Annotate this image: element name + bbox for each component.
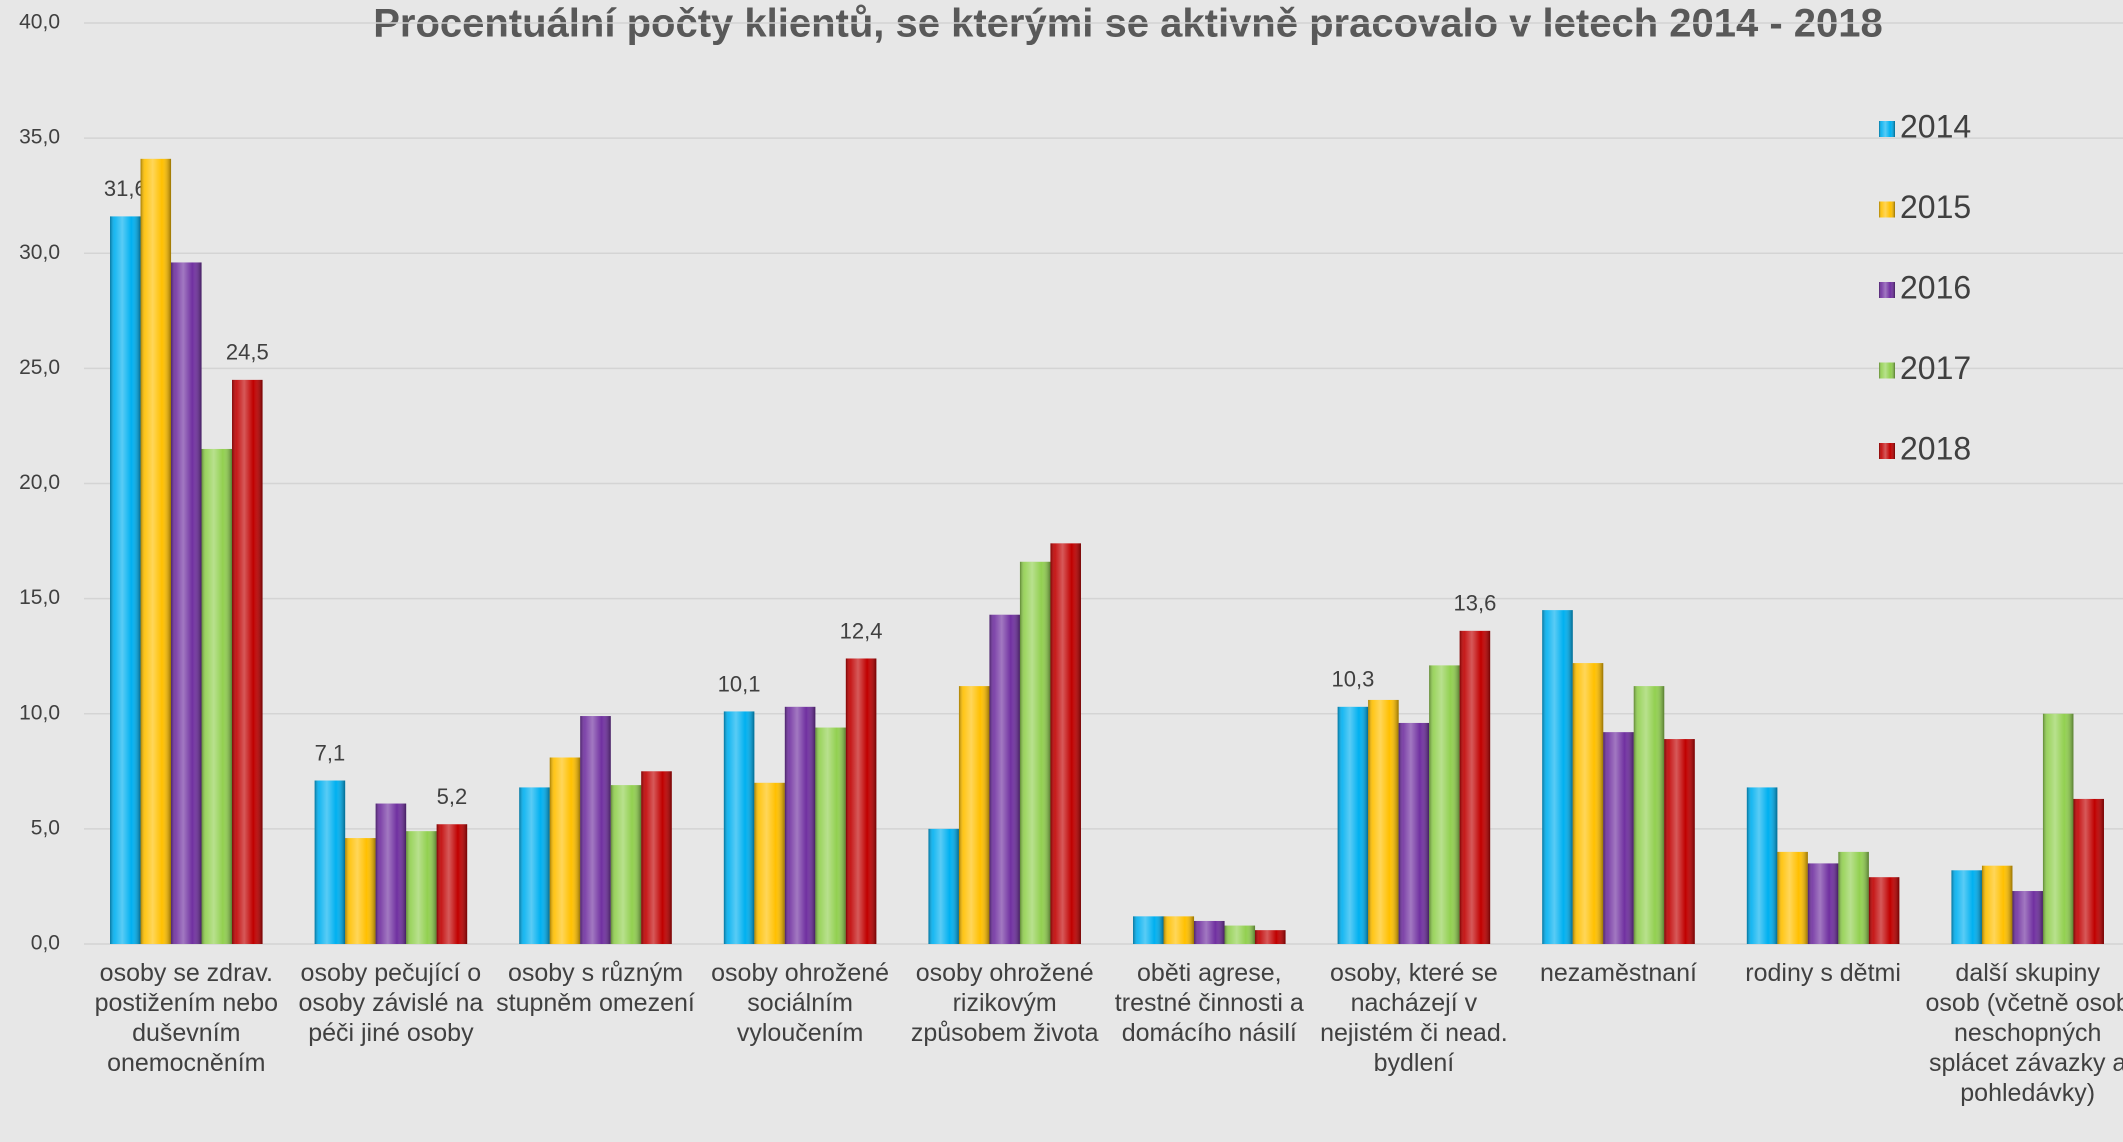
legend-label: 2017 — [1900, 350, 1971, 386]
data-label: 10,3 — [1331, 667, 1374, 692]
x-tick-label: osoby ohrožené rizikovým způsobem života — [910, 959, 1099, 1047]
bar-shade — [345, 838, 376, 944]
bar-shade — [1981, 865, 2013, 944]
bar-shade — [1746, 787, 1778, 944]
bar-shade — [815, 727, 846, 944]
legend-label: 2014 — [1900, 108, 1971, 144]
bar-shade — [110, 216, 141, 944]
bar-shade — [610, 785, 642, 944]
bar-shade — [140, 158, 172, 944]
bar-shade — [171, 262, 202, 945]
legend-swatch-shade — [1879, 121, 1895, 137]
x-tick-label: osoby ohrožené sociálním vyloučením — [711, 959, 890, 1047]
y-tick-label: 40,0 — [19, 11, 60, 34]
bar-shade — [314, 780, 346, 944]
bar-shade — [784, 706, 816, 944]
legend-label: 2015 — [1900, 189, 1971, 225]
bar-shade — [1951, 870, 1982, 944]
bar-shade — [1777, 851, 1808, 944]
bar-shade — [1255, 930, 1286, 944]
x-tick-label: rodiny s dětmi — [1745, 959, 1901, 987]
x-tick-label: osoby se zdrav. postižením nebo duševním… — [94, 959, 279, 1077]
data-label: 5,2 — [437, 784, 468, 809]
bar-shade — [723, 711, 755, 944]
bar-shade — [1838, 851, 1869, 944]
bar-shade — [580, 716, 611, 944]
legend-label: 2018 — [1900, 430, 1971, 466]
y-tick-label: 25,0 — [19, 356, 60, 379]
y-tick-label: 20,0 — [19, 471, 60, 494]
x-tick-label: nezaměstnaní — [1539, 959, 1697, 987]
bar-shade — [1050, 543, 1081, 944]
x-tick-label: oběti agrese, trestné činnosti a domácíh… — [1114, 959, 1304, 1047]
bar-shade — [375, 803, 407, 944]
bar-shade — [1459, 630, 1491, 944]
bar-shade — [1398, 722, 1430, 944]
bar-shade — [1368, 699, 1399, 944]
x-tick-label: osoby s různým stupněm omezení — [496, 959, 695, 1017]
bar-shade — [436, 824, 468, 944]
bar-shade — [1664, 739, 1695, 944]
x-tick-label: další skupiny osob (včetně osob neschopn… — [1925, 959, 2123, 1107]
bar-shade — [201, 448, 233, 944]
bar-shade — [928, 828, 959, 944]
bar-shade — [2073, 798, 2104, 944]
data-label: 24,5 — [226, 340, 269, 365]
bar-shade — [2042, 713, 2074, 944]
bar-shade — [549, 757, 581, 944]
legend-swatch-shade — [1879, 282, 1895, 298]
data-label: 13,6 — [1453, 591, 1496, 616]
bar-shade — [1163, 916, 1195, 944]
x-tick-label: osoby, které se nacházejí v nejistém či … — [1320, 959, 1508, 1077]
bar-shade — [989, 614, 1020, 944]
bar-shade — [1337, 706, 1369, 944]
bar-shade — [406, 831, 437, 944]
bar-shade — [1572, 663, 1604, 944]
legend-swatch-shade — [1879, 362, 1895, 379]
data-label: 7,1 — [315, 740, 346, 765]
legend-label: 2016 — [1900, 269, 1971, 305]
legend-swatch-shade — [1879, 443, 1895, 459]
legend-swatch-shade — [1879, 201, 1895, 218]
y-tick-label: 10,0 — [19, 701, 60, 724]
data-label: 12,4 — [840, 618, 883, 643]
bar-shade — [519, 787, 550, 944]
bar-shade — [845, 658, 877, 944]
y-tick-label: 5,0 — [31, 816, 60, 839]
y-tick-label: 0,0 — [31, 932, 60, 955]
y-tick-label: 15,0 — [19, 586, 60, 609]
bar-shade — [1224, 925, 1256, 944]
y-tick-label: 30,0 — [19, 241, 60, 264]
bar-shade — [1633, 686, 1665, 944]
bar-shade — [1019, 561, 1051, 944]
bar-shade — [1868, 877, 1900, 944]
bar-shade — [1603, 732, 1634, 944]
bar-shade — [232, 379, 263, 944]
data-label: 31,6 — [104, 176, 147, 201]
data-label: 10,1 — [718, 671, 761, 696]
bar-shade — [1133, 916, 1164, 944]
bar-shade — [754, 782, 785, 944]
x-tick-label: osoby pečující o osoby závislé na péči j… — [298, 959, 484, 1047]
bar-shade — [1807, 863, 1839, 944]
y-tick-label: 35,0 — [19, 126, 60, 149]
bar-shade — [2012, 891, 2043, 944]
bar-shade — [1429, 665, 1460, 944]
bar-shade — [641, 771, 672, 944]
bar-shade — [1542, 610, 1573, 944]
bar-shade — [958, 686, 990, 944]
bar-shade — [1194, 920, 1225, 944]
